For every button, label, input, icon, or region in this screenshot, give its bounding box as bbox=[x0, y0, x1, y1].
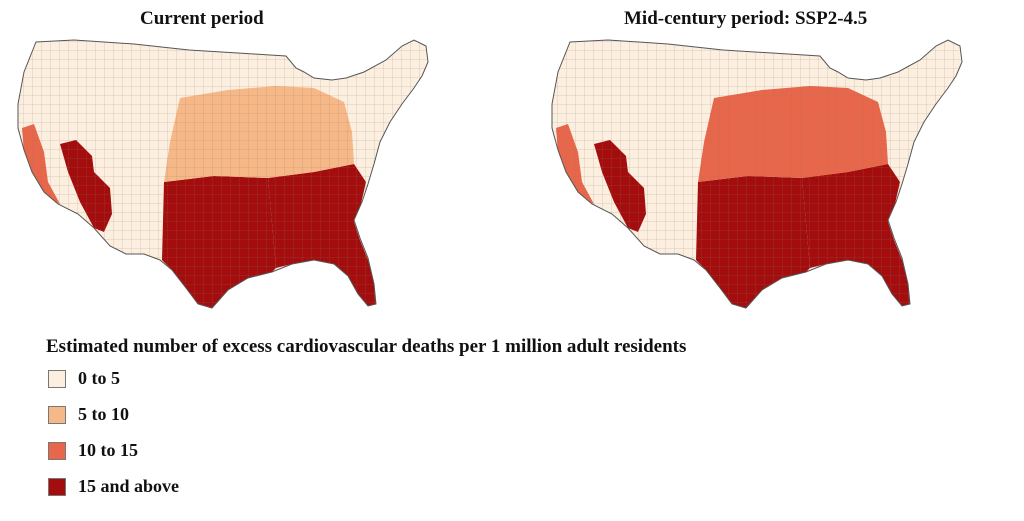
us-outline bbox=[17, 39, 429, 309]
county-boundaries bbox=[552, 40, 962, 308]
legend-swatch bbox=[48, 441, 66, 460]
legend-label: 10 to 15 bbox=[78, 440, 138, 460]
legend-swatch bbox=[48, 369, 66, 388]
current-period-map bbox=[17, 39, 429, 309]
county-boundaries bbox=[18, 40, 428, 308]
legend-label: 0 to 5 bbox=[78, 368, 120, 388]
right-map-title: Mid-century period: SSP2-4.5 bbox=[624, 8, 868, 29]
us-outline bbox=[551, 39, 963, 309]
legend-item-15-and-above: 15 and above bbox=[48, 476, 179, 497]
legend-item-0-to-5: 0 to 5 bbox=[48, 368, 120, 389]
mid-century-map bbox=[551, 39, 963, 309]
left-map-title: Current period bbox=[140, 8, 264, 29]
legend-item-10-to-15: 10 to 15 bbox=[48, 440, 138, 461]
legend-swatch bbox=[48, 405, 66, 424]
legend-label: 5 to 10 bbox=[78, 404, 129, 424]
legend-title: Estimated number of excess cardiovascula… bbox=[46, 336, 687, 357]
legend-swatch bbox=[48, 477, 66, 496]
legend-label: 15 and above bbox=[78, 476, 180, 496]
legend-item-5-to-10: 5 to 10 bbox=[48, 404, 129, 425]
